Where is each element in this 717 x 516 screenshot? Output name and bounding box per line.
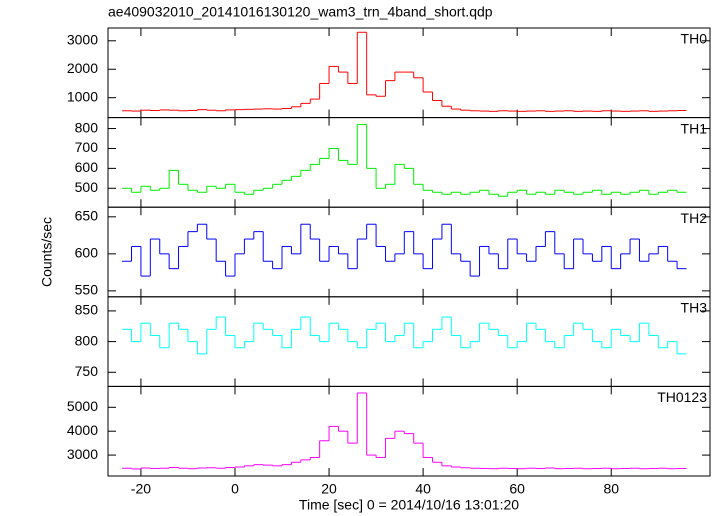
x-axis-label: Time [sec] 0 = 2014/10/16 13:01:20 — [299, 497, 519, 513]
y-tick-label: 3000 — [67, 32, 98, 48]
panel-label: TH2 — [681, 210, 708, 226]
x-tick-label: -20 — [131, 481, 151, 497]
y-tick-label: 4000 — [67, 422, 98, 438]
panel-label: TH0123 — [657, 389, 707, 405]
y-tick-label: 650 — [75, 208, 99, 224]
panel-label: TH3 — [681, 300, 708, 316]
y-tick-label: 600 — [75, 159, 99, 175]
y-tick-label: 1000 — [67, 88, 98, 104]
y-tick-label: 800 — [75, 119, 99, 135]
panel-frame — [107, 117, 711, 208]
y-tick-label: 3000 — [67, 446, 98, 462]
x-tick-label: 0 — [231, 481, 239, 497]
x-tick-label: 60 — [509, 481, 525, 497]
x-tick-label: 80 — [603, 481, 619, 497]
y-tick-label: 5000 — [67, 398, 98, 414]
panel-frame — [107, 296, 711, 387]
panel-frame — [107, 27, 711, 119]
y-tick-label: 750 — [75, 363, 99, 379]
y-tick-label: 850 — [75, 302, 99, 318]
y-tick-label: 550 — [75, 282, 99, 298]
y-tick-label: 2000 — [67, 60, 98, 76]
panel-label: TH0 — [681, 31, 708, 47]
y-axis-label: Counts/sec — [39, 217, 55, 287]
chart-title: ae409032010_20141016130120_wam3_trn_4ban… — [108, 4, 493, 20]
panel-label: TH1 — [681, 120, 708, 136]
y-tick-label: 700 — [75, 139, 99, 155]
panel-frame — [107, 385, 711, 477]
panel-frame — [107, 206, 711, 298]
x-tick-label: 20 — [321, 481, 337, 497]
y-tick-label: 800 — [75, 332, 99, 348]
y-tick-label: 500 — [75, 179, 99, 195]
y-tick-label: 600 — [75, 245, 99, 261]
x-tick-label: 40 — [415, 481, 431, 497]
